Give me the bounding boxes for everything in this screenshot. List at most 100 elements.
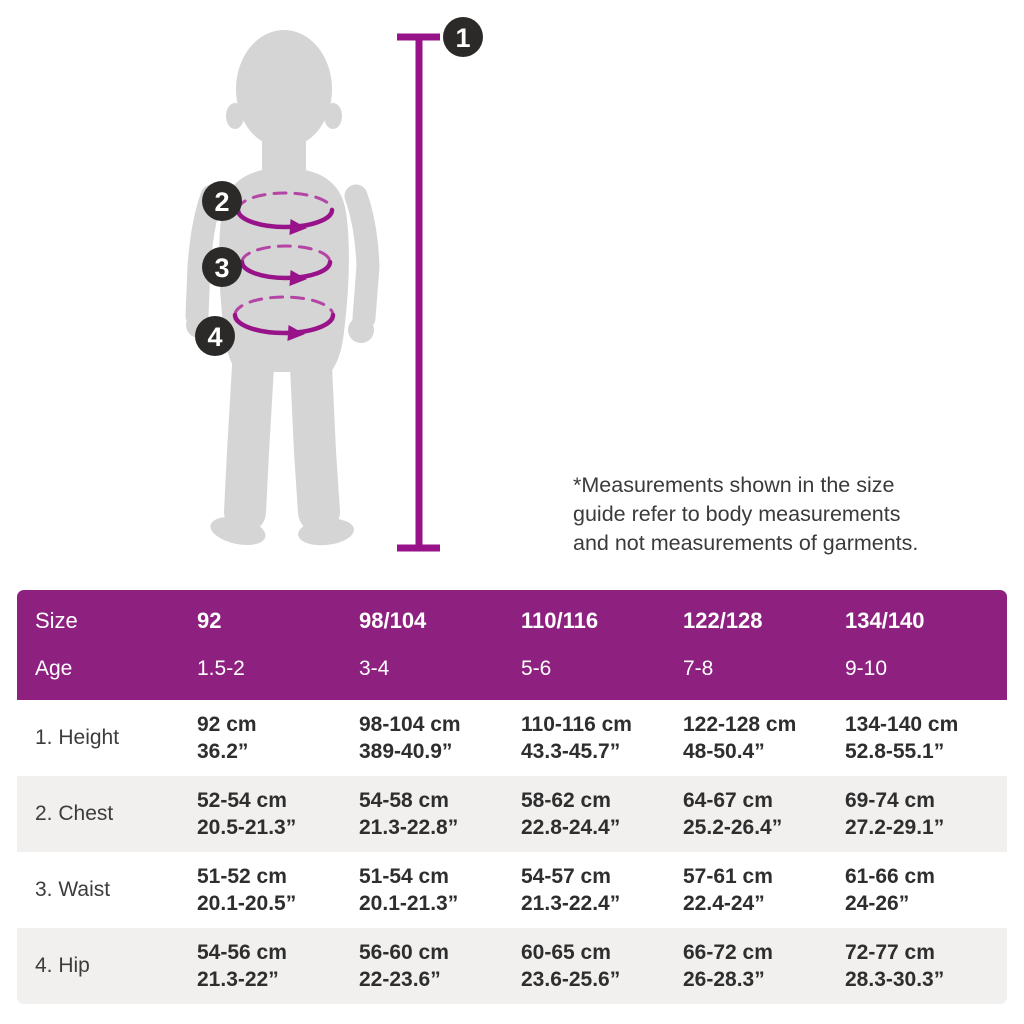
- disclaimer-line-2: guide refer to body measurements: [573, 502, 901, 526]
- chest-in-4: 25.2-26.4”: [683, 816, 783, 839]
- height-cell-5: 134-140 cm 52.8-55.1”: [845, 711, 1007, 766]
- chest-cm-5: 69-74 cm: [845, 788, 935, 812]
- chest-cell-3: 58-62 cm 22.8-24.4”: [521, 787, 683, 842]
- height-row-label: 1. Height: [35, 726, 120, 749]
- hip-measure-ellipse: [232, 295, 336, 341]
- hip-cm-4: 66-72 cm: [683, 940, 773, 964]
- waist-measure-ellipse: [239, 244, 333, 286]
- waist-cell-4: 57-61 cm 22.4-24”: [683, 863, 845, 918]
- age-value-1: 1.5-2: [197, 657, 245, 680]
- chest-cm-4: 64-67 cm: [683, 788, 773, 812]
- size-header-row: Size 92 98/104 110/116 122/128 134/140: [17, 597, 1007, 645]
- age-value-3: 5-6: [521, 657, 552, 680]
- waist-cm-5: 61-66 cm: [845, 864, 935, 888]
- waist-cell-5: 61-66 cm 24-26”: [845, 863, 1007, 918]
- measurement-disclaimer: *Measurements shown in the size guide re…: [573, 471, 963, 558]
- age-header-label: Age: [35, 657, 73, 680]
- size-value-92: 92: [197, 608, 222, 633]
- child-silhouette-figure: [185, 30, 380, 546]
- hip-row-label: 4. Hip: [35, 954, 90, 977]
- hip-cell-1: 54-56 cm 21.3-22”: [197, 939, 359, 994]
- waist-row: 3. Waist 51-52 cm 20.1-20.5” 51-54 cm 20…: [17, 852, 1007, 928]
- size-value-110-116: 110/116: [521, 608, 599, 633]
- height-row: 1. Height 92 cm 36.2” 98-104 cm 389-40.9…: [17, 700, 1007, 776]
- marker-3-waist: 3: [202, 247, 242, 287]
- chest-row-label: 2. Chest: [35, 802, 114, 825]
- hip-in-2: 22-23.6”: [359, 968, 441, 991]
- chest-cm-2: 54-58 cm: [359, 788, 449, 812]
- size-header-label: Size: [35, 608, 78, 633]
- age-value-4: 7-8: [683, 657, 714, 680]
- age-value-5: 9-10: [845, 657, 888, 680]
- marker-4-number: 4: [207, 322, 222, 352]
- hip-cell-5: 72-77 cm 28.3-30.3”: [845, 939, 1007, 994]
- waist-in-1: 20.1-20.5”: [197, 892, 297, 915]
- marker-1-height: 1: [443, 17, 483, 57]
- waist-cm-2: 51-54 cm: [359, 864, 449, 888]
- hip-cm-3: 60-65 cm: [521, 940, 611, 964]
- chest-in-1: 20.5-21.3”: [197, 816, 297, 839]
- age-header-row: Age 1.5-2 3-4 5-6 7-8 9-10: [17, 645, 1007, 693]
- hip-cm-1: 54-56 cm: [197, 940, 287, 964]
- marker-2-chest: 2: [202, 181, 242, 221]
- size-value-98-104: 98/104: [359, 608, 427, 633]
- hip-in-4: 26-28.3”: [683, 968, 765, 991]
- chest-cm-3: 58-62 cm: [521, 788, 611, 812]
- marker-3-number: 3: [214, 253, 229, 283]
- chest-cell-4: 64-67 cm 25.2-26.4”: [683, 787, 845, 842]
- waist-row-label: 3. Waist: [35, 878, 111, 901]
- disclaimer-line-1: *Measurements shown in the size: [573, 473, 895, 497]
- height-cell-4: 122-128 cm 48-50.4”: [683, 711, 845, 766]
- height-in-3: 43.3-45.7”: [521, 740, 621, 763]
- size-value-134-140: 134/140: [845, 608, 925, 633]
- marker-2-number: 2: [214, 187, 229, 217]
- waist-in-2: 20.1-21.3”: [359, 892, 459, 915]
- hip-cell-2: 56-60 cm 22-23.6”: [359, 939, 521, 994]
- chest-measure-ellipse: [235, 191, 335, 235]
- hip-cell-4: 66-72 cm 26-28.3”: [683, 939, 845, 994]
- height-cm-4: 122-128 cm: [683, 712, 797, 736]
- waist-cell-1: 51-52 cm 20.1-20.5”: [197, 863, 359, 918]
- chest-cell-1: 52-54 cm 20.5-21.3”: [197, 787, 359, 842]
- waist-in-4: 22.4-24”: [683, 892, 765, 915]
- height-cell-1: 92 cm 36.2”: [197, 711, 359, 766]
- height-measure-line: [397, 33, 440, 552]
- waist-in-3: 21.3-22.4”: [521, 892, 621, 915]
- age-value-2: 3-4: [359, 657, 390, 680]
- disclaimer-line-3: and not measurements of garments.: [573, 531, 919, 555]
- chest-cell-5: 69-74 cm 27.2-29.1”: [845, 787, 1007, 842]
- hip-in-1: 21.3-22”: [197, 968, 279, 991]
- height-in-2: 389-40.9”: [359, 740, 453, 763]
- waist-cm-4: 57-61 cm: [683, 864, 773, 888]
- waist-cm-3: 54-57 cm: [521, 864, 611, 888]
- height-cell-3: 110-116 cm 43.3-45.7”: [521, 711, 683, 766]
- hip-row: 4. Hip 54-56 cm 21.3-22” 56-60 cm 22-23.…: [17, 928, 1007, 1004]
- waist-cell-2: 51-54 cm 20.1-21.3”: [359, 863, 521, 918]
- size-value-122-128: 122/128: [683, 608, 763, 633]
- waist-cell-3: 54-57 cm 21.3-22.4”: [521, 863, 683, 918]
- height-cm-5: 134-140 cm: [845, 712, 959, 736]
- chest-row: 2. Chest 52-54 cm 20.5-21.3” 54-58 cm 21…: [17, 776, 1007, 852]
- hip-cm-2: 56-60 cm: [359, 940, 449, 964]
- hip-cm-5: 72-77 cm: [845, 940, 935, 964]
- size-guide-table: Size 92 98/104 110/116 122/128 134/140 A…: [17, 590, 1007, 1004]
- chest-in-2: 21.3-22.8”: [359, 816, 459, 839]
- hip-cell-3: 60-65 cm 23.6-25.6”: [521, 939, 683, 994]
- marker-1-number: 1: [455, 23, 470, 53]
- table-header: Size 92 98/104 110/116 122/128 134/140 A…: [17, 590, 1007, 700]
- height-cm-2: 98-104 cm: [359, 712, 461, 736]
- marker-4-hip: 4: [195, 316, 235, 356]
- hip-in-3: 23.6-25.6”: [521, 968, 621, 991]
- height-cm-1: 92 cm: [197, 712, 257, 736]
- chest-in-5: 27.2-29.1”: [845, 816, 945, 839]
- waist-cm-1: 51-52 cm: [197, 864, 287, 888]
- chest-cell-2: 54-58 cm 21.3-22.8”: [359, 787, 521, 842]
- chest-in-3: 22.8-24.4”: [521, 816, 621, 839]
- height-in-4: 48-50.4”: [683, 740, 765, 763]
- height-cm-3: 110-116 cm: [521, 712, 632, 736]
- height-in-1: 36.2”: [197, 740, 249, 763]
- hip-in-5: 28.3-30.3”: [845, 968, 945, 991]
- chest-cm-1: 52-54 cm: [197, 788, 287, 812]
- height-in-5: 52.8-55.1”: [845, 740, 945, 763]
- measurement-diagram: 1 2 3 4: [185, 17, 483, 552]
